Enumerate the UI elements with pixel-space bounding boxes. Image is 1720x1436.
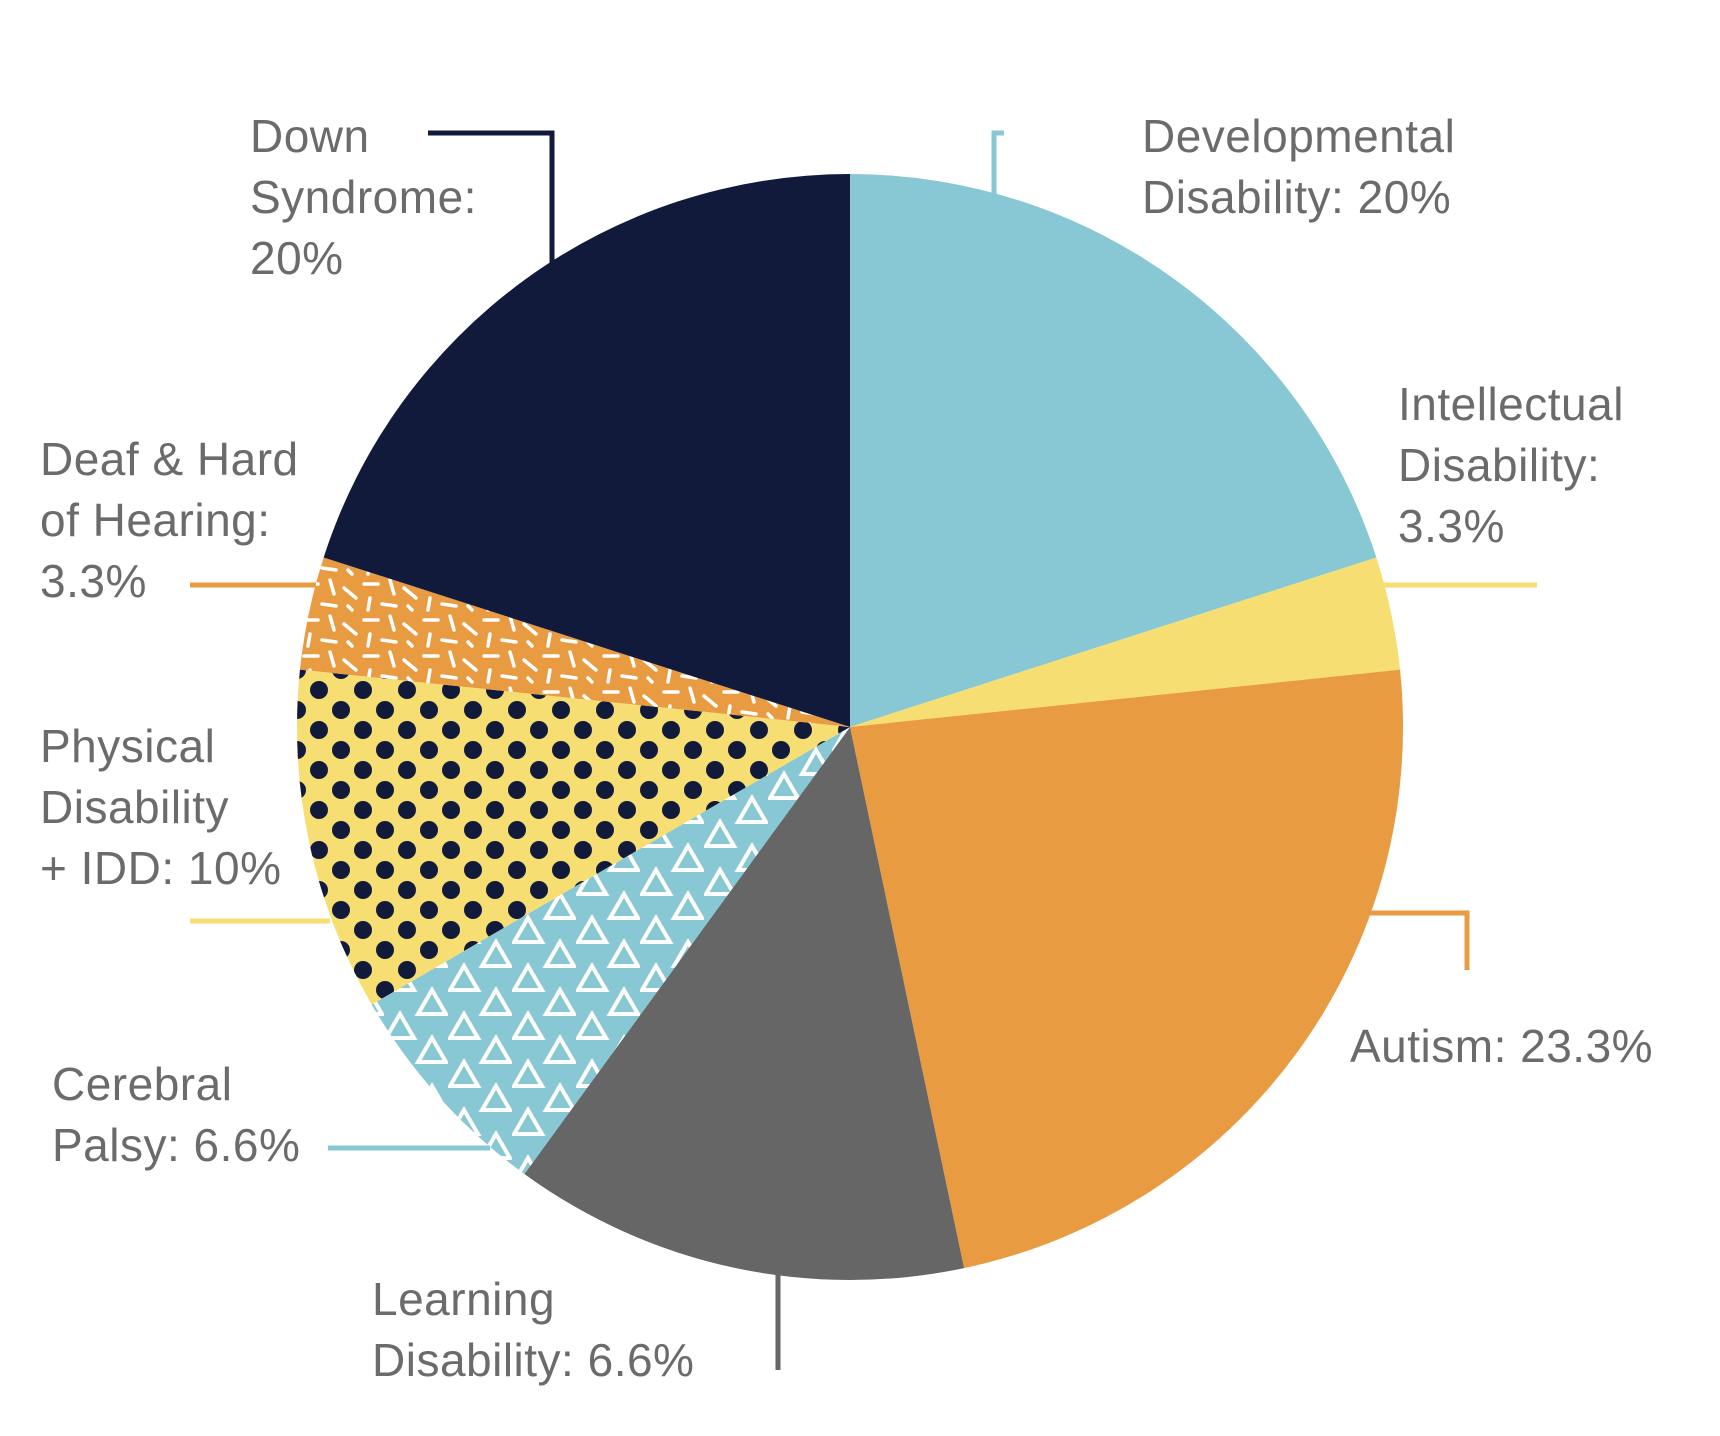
slice-autism [850, 669, 1404, 1269]
slice-developmental-disability [850, 174, 1377, 727]
slice-learning-disability [524, 727, 965, 1281]
label-developmental: Developmental Disability: 20% [1142, 110, 1469, 223]
label-down: Down Syndrome: 20% [250, 110, 490, 284]
label-intellectual: Intellectual Disability: 3.3% [1398, 378, 1637, 552]
slice-pattern-cerebral-palsy [371, 727, 850, 1174]
label-deaf: Deaf & Hard of Hearing: 3.3% [40, 433, 312, 607]
label-learning: Learning Disability: 6.6% [372, 1273, 694, 1386]
leader-autism [1370, 910, 1470, 970]
slice-labels: Developmental Disability: 20% Intellectu… [40, 110, 1653, 1386]
slice-pattern-physical-disability-idd [296, 669, 850, 1005]
label-autism: Autism: 23.3% [1350, 1020, 1653, 1072]
leader-developmental [991, 130, 1004, 195]
label-physical: Physical Disability + IDD: 10% [40, 720, 282, 894]
slice-intellectual-disability [850, 557, 1401, 727]
leader-lines [190, 130, 1537, 1370]
slice-down-syndrome [323, 174, 850, 727]
pie-slices [296, 174, 1404, 1281]
leader-down [428, 130, 555, 328]
slice-pattern-deaf-hard-of-hearing [299, 557, 851, 727]
label-cerebral: Cerebral Palsy: 6.6% [52, 1058, 300, 1171]
